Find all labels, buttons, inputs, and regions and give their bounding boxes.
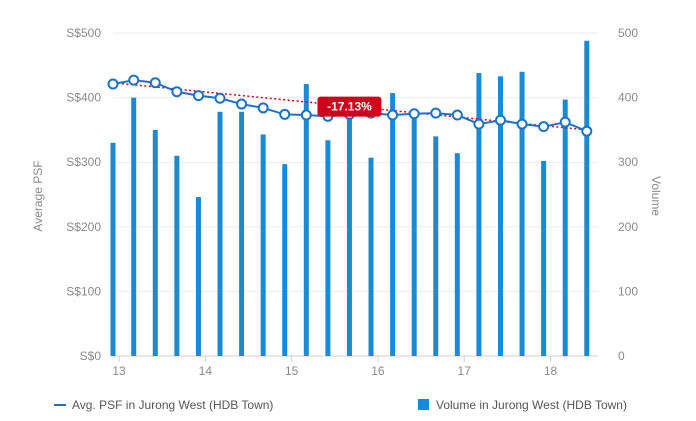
x-tick-label: 16: [371, 364, 385, 378]
x-tick-label: 14: [199, 364, 213, 378]
psf-point[interactable]: [171, 86, 183, 98]
psf-point[interactable]: [236, 98, 248, 110]
psf-point[interactable]: [516, 118, 528, 130]
y-left-tick-label: S$100: [66, 284, 101, 298]
legend-label-psf: Avg. PSF in Jurong West (HDB Town): [72, 398, 273, 412]
grid-lines: [113, 32, 598, 357]
psf-point[interactable]: [257, 102, 269, 114]
y-right-tick-label: 400: [618, 91, 638, 105]
volume-bar[interactable]: [152, 129, 158, 356]
psf-point[interactable]: [279, 108, 291, 120]
legend: Avg. PSF in Jurong West (HDB Town) Volum…: [54, 398, 627, 412]
psf-point[interactable]: [430, 107, 442, 119]
y-right-tick-label: 500: [618, 26, 638, 40]
change-badge: [317, 96, 382, 117]
volume-bar[interactable]: [368, 157, 374, 356]
psf-point[interactable]: [559, 116, 571, 128]
psf-point[interactable]: [107, 78, 119, 90]
psf-point[interactable]: [387, 109, 399, 121]
x-axis: 13 14 15 16 17 18: [112, 356, 558, 378]
legend-item-psf[interactable]: Avg. PSF in Jurong West (HDB Town): [54, 398, 273, 412]
x-tick-label: 13: [112, 364, 126, 378]
volume-bar[interactable]: [110, 142, 116, 356]
volume-bar[interactable]: [562, 99, 568, 357]
volume-bar[interactable]: [346, 110, 352, 357]
volume-bar[interactable]: [174, 155, 180, 356]
volume-bar[interactable]: [390, 93, 396, 356]
volume-bar[interactable]: [195, 197, 201, 356]
volume-bar[interactable]: [519, 71, 525, 356]
volume-bar[interactable]: [411, 110, 417, 357]
y-axis-left-title: Average PSF: [31, 160, 45, 231]
volume-bar[interactable]: [454, 153, 460, 356]
legend-swatch-volume: [418, 399, 429, 410]
volume-bar[interactable]: [325, 140, 331, 356]
psf-point[interactable]: [149, 77, 161, 89]
y-left-tick-label: S$0: [80, 349, 102, 363]
psf-point[interactable]: [408, 108, 420, 120]
change-annotation: -17.13%: [317, 96, 382, 117]
volume-bar[interactable]: [303, 84, 309, 356]
volume-bar[interactable]: [239, 111, 245, 356]
y-right-tick-label: 300: [618, 155, 638, 169]
legend-item-volume[interactable]: Volume in Jurong West (HDB Town): [418, 398, 627, 412]
psf-point[interactable]: [128, 74, 140, 86]
volume-bar[interactable]: [131, 97, 137, 356]
y-axis-right: 0 100 200 300 400 500: [618, 26, 638, 363]
volume-bar[interactable]: [476, 73, 482, 356]
y-right-tick-label: 0: [618, 349, 625, 363]
psf-point[interactable]: [214, 92, 226, 104]
volume-bar[interactable]: [433, 136, 439, 356]
psf-point[interactable]: [494, 114, 506, 126]
x-tick-label: 17: [458, 364, 472, 378]
psf-point[interactable]: [192, 90, 204, 102]
y-right-tick-label: 100: [618, 284, 638, 298]
volume-bar[interactable]: [282, 164, 288, 356]
y-left-tick-label: S$200: [66, 220, 101, 234]
y-axis-left: S$0 S$100 S$200 S$300 S$400 S$500: [66, 26, 101, 363]
x-tick-label: 18: [544, 364, 558, 378]
psf-point[interactable]: [538, 121, 550, 133]
legend-label-volume: Volume in Jurong West (HDB Town): [436, 398, 627, 412]
psf-point[interactable]: [451, 109, 463, 121]
psf-point[interactable]: [473, 118, 485, 130]
volume-bar[interactable]: [217, 111, 223, 356]
x-tick-label: 15: [285, 364, 299, 378]
y-left-tick-label: S$500: [66, 26, 101, 40]
y-left-tick-label: S$400: [66, 91, 101, 105]
y-right-tick-label: 200: [618, 220, 638, 234]
y-axis-right-title: Volume: [649, 176, 663, 216]
y-left-tick-label: S$300: [66, 155, 101, 169]
psf-point[interactable]: [300, 109, 312, 121]
change-badge-label: -17.13%: [327, 100, 372, 114]
volume-bar[interactable]: [497, 76, 503, 357]
psf-point[interactable]: [581, 125, 593, 137]
volume-bar[interactable]: [541, 160, 547, 356]
volume-bar[interactable]: [584, 40, 590, 356]
volume-bar[interactable]: [260, 134, 266, 356]
volume-bars: [110, 40, 590, 357]
